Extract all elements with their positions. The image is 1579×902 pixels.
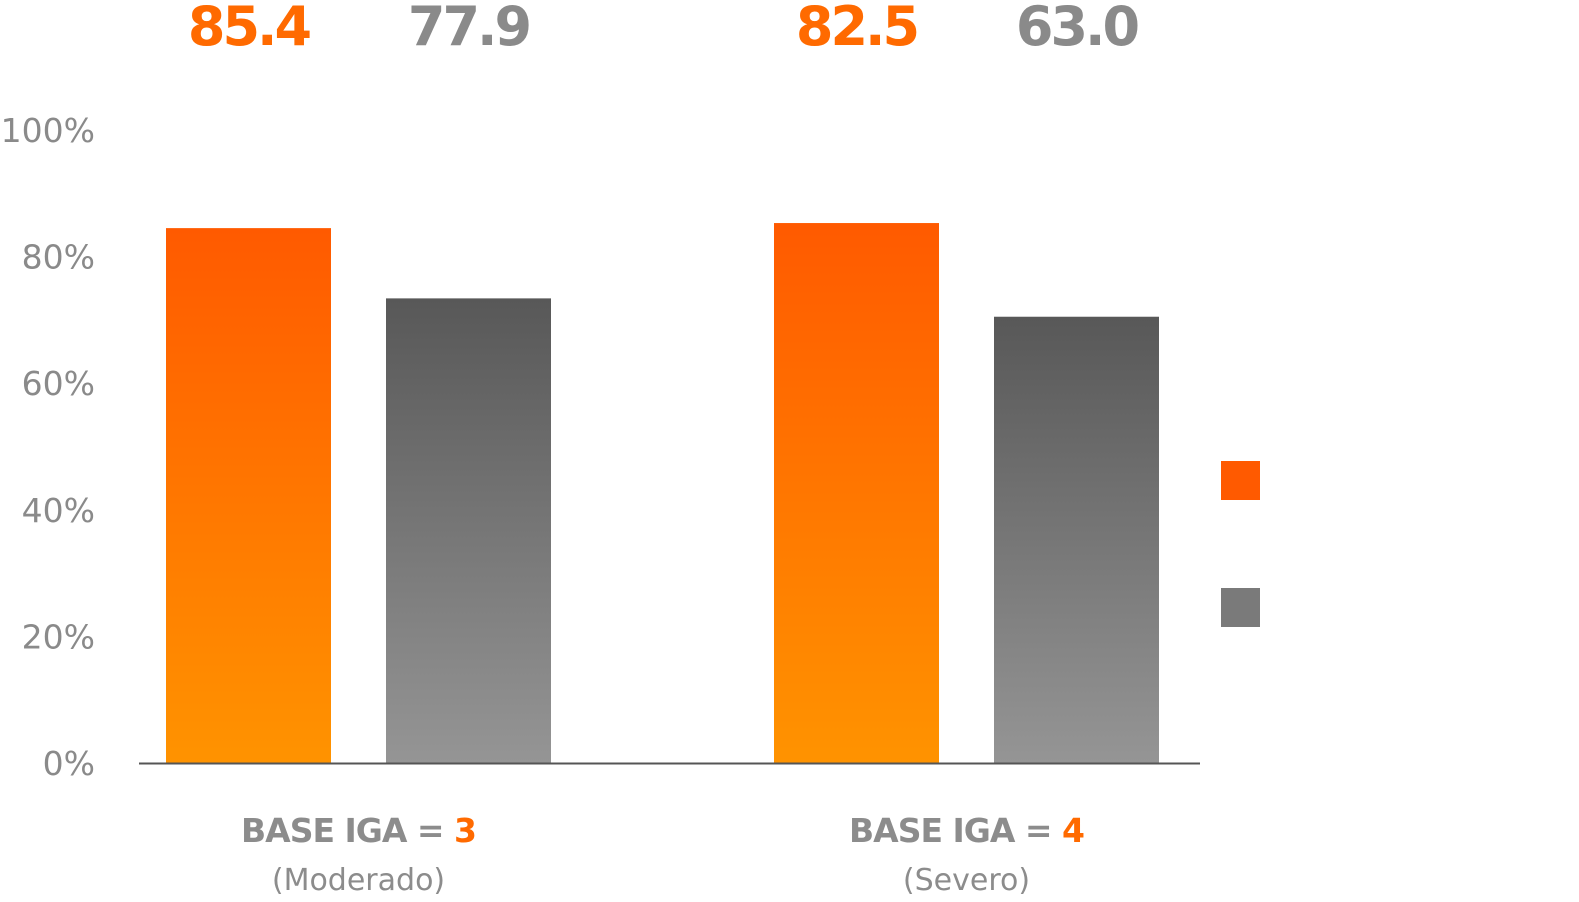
category-label: BASE IGA = 3: [241, 811, 476, 850]
legend-swatch-gray: [1221, 588, 1260, 627]
category-sublabel: (Moderado): [272, 863, 445, 898]
bar-orange-2: [774, 223, 939, 763]
value-label: 85.4: [188, 0, 311, 58]
y-tick-label: 60%: [22, 364, 95, 403]
y-tick-label: 20%: [22, 617, 95, 656]
category-sublabel: (Severo): [903, 863, 1030, 898]
bar-gray-1: [386, 298, 551, 763]
value-label: 63.0: [1016, 0, 1138, 58]
y-tick-label: 0%: [43, 744, 95, 783]
value-labels: 85.4 82.5 77.9 63.0: [188, 0, 1141, 58]
legend: [1221, 461, 1260, 627]
value-label: 82.5: [796, 0, 917, 58]
category-label: BASE IGA = 4: [849, 811, 1084, 850]
bars: [166, 223, 1159, 764]
legend-swatch-orange: [1221, 461, 1260, 500]
y-tick-label: 80%: [22, 238, 95, 277]
bar-orange-1: [166, 228, 331, 764]
category-labels: BASE IGA = 3 (Moderado) BASE IGA = 4 (Sever…: [241, 811, 1085, 898]
y-tick-label: 40%: [22, 491, 95, 530]
value-label: 77.9: [408, 0, 530, 58]
bar-gray-2: [994, 316, 1159, 763]
y-axis-ticks: 0% 20% 40% 60% 80% 100%: [1, 111, 95, 783]
y-tick-label: 100%: [1, 111, 95, 150]
